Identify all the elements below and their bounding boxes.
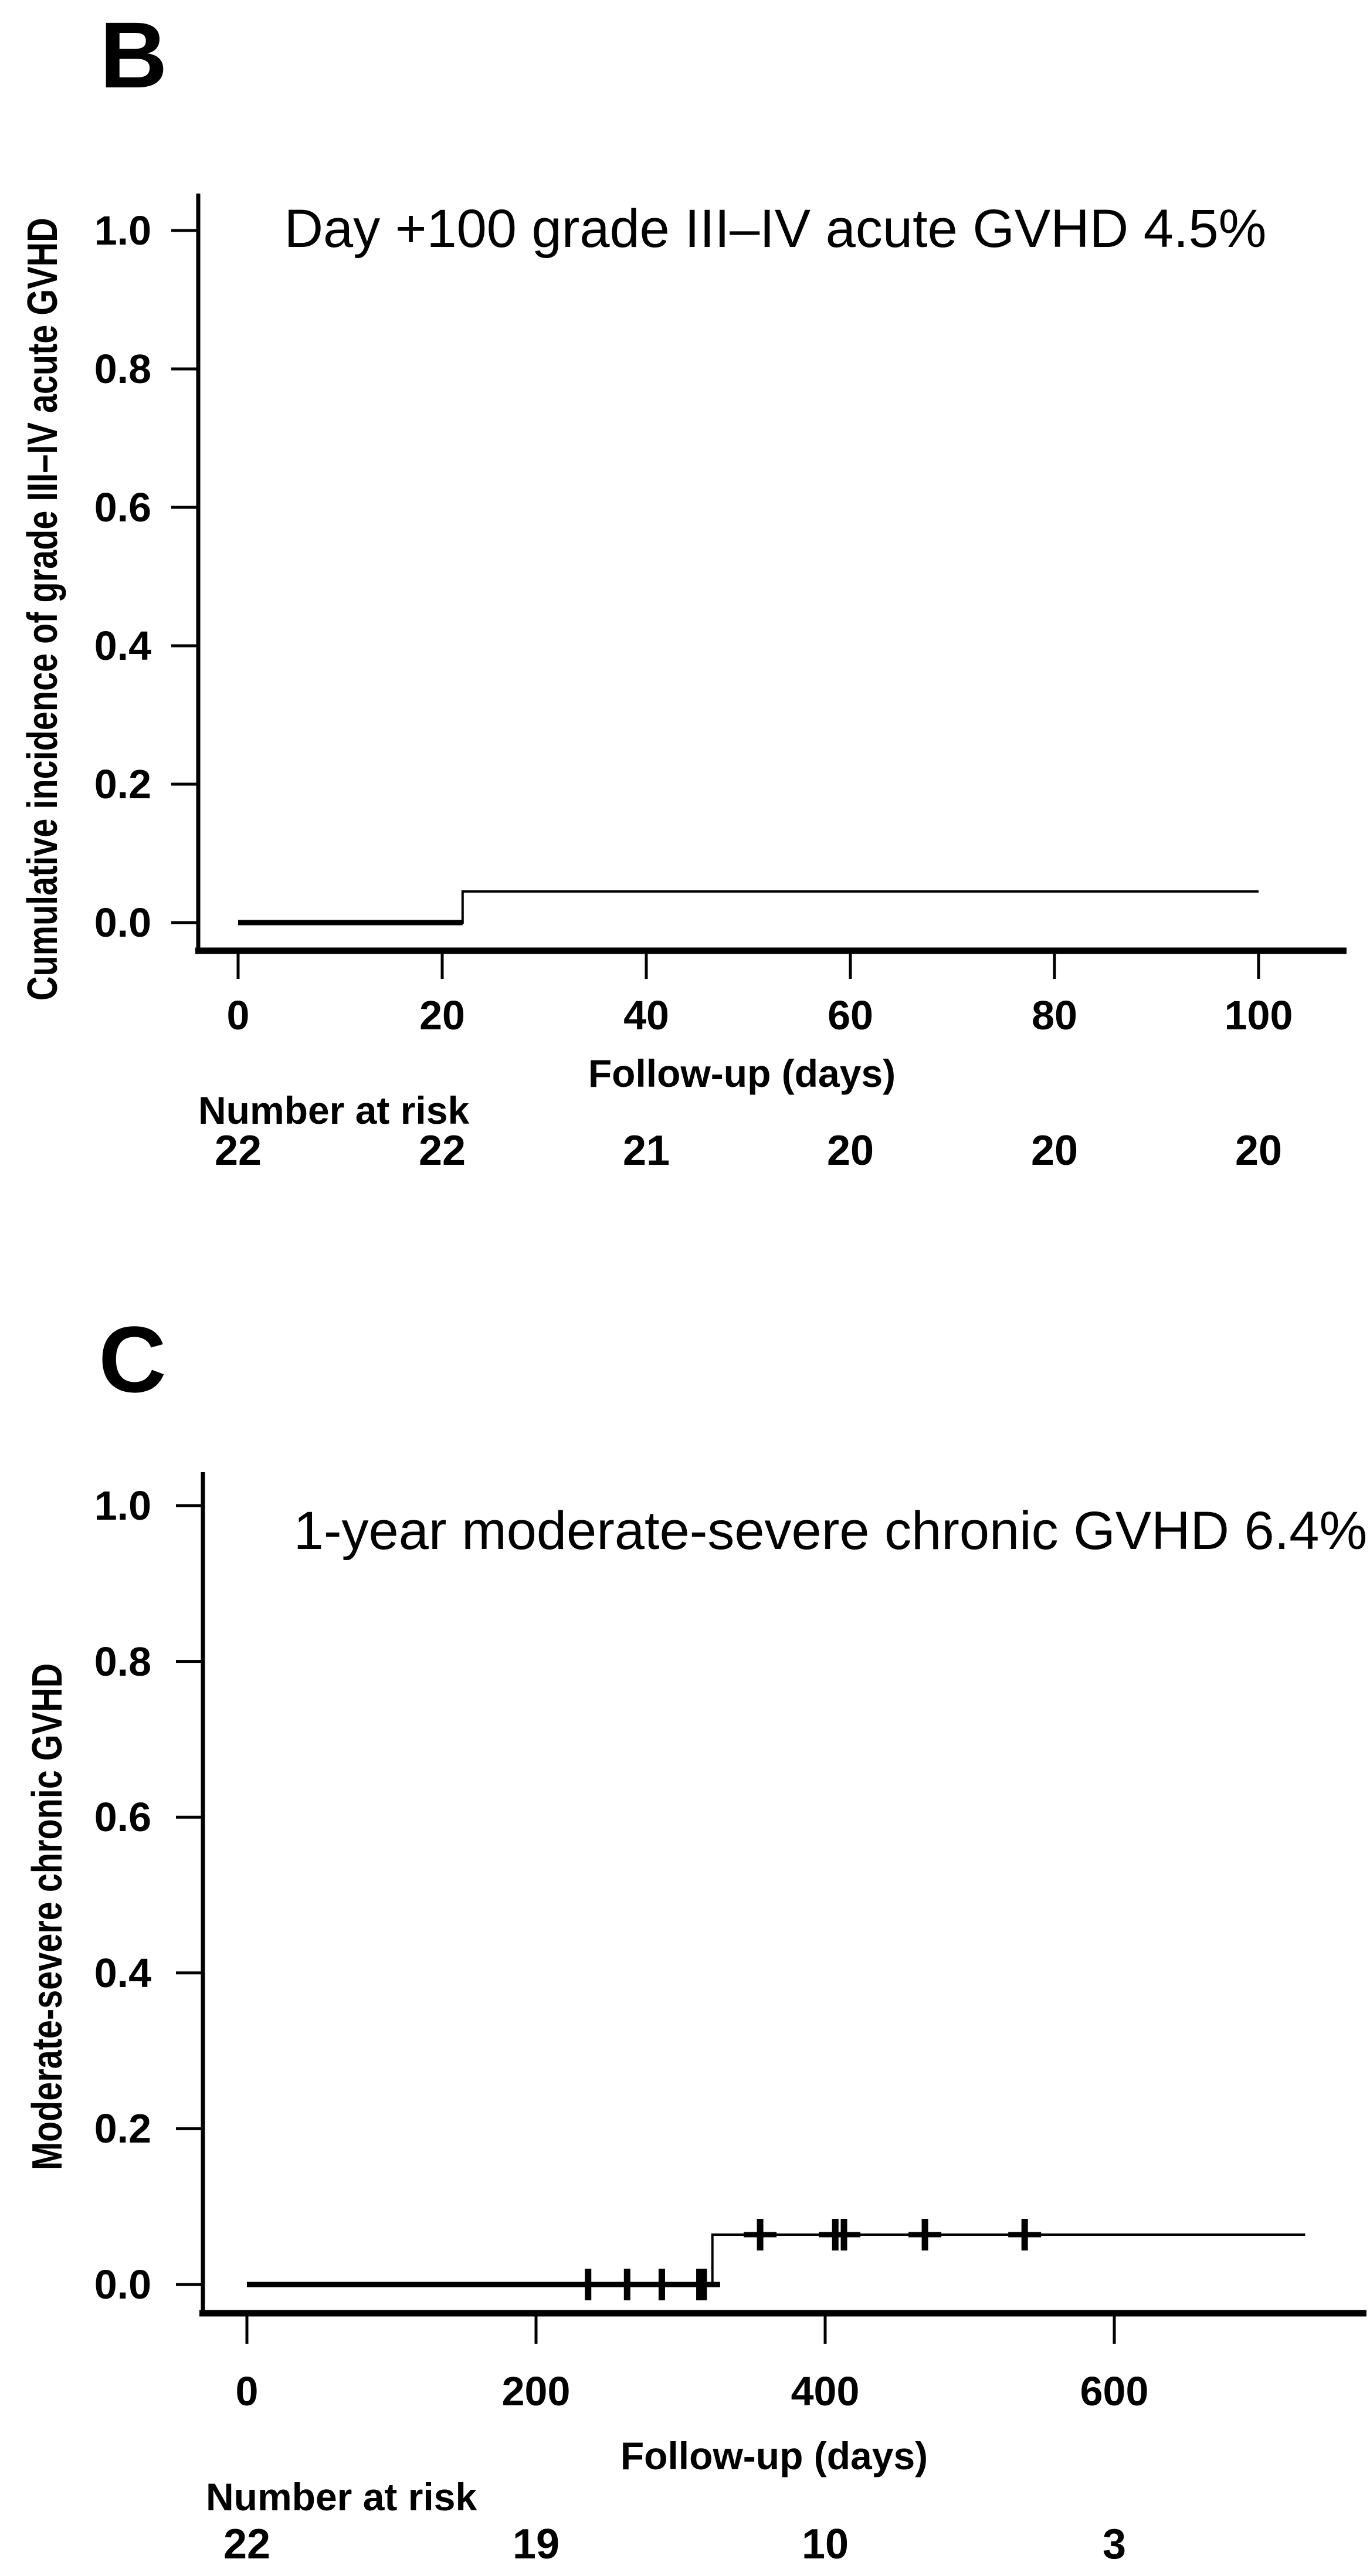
panel-c-plot [176, 1472, 1366, 2344]
panel-b-xtick-label: 60 [828, 992, 873, 1038]
panel-c-y-axis-title: Moderate-severe chronic GVHD [24, 1663, 71, 2170]
panel-b-xtick-label: 100 [1224, 992, 1293, 1038]
panel-b-risk-count: 22 [418, 1127, 466, 1174]
panel-c-letter: C [99, 1307, 167, 1412]
panel-b-ytick-label: 1.0 [94, 208, 151, 253]
panel-b-y-axis-title: Cumulative incidence of grade III–IV acu… [19, 218, 66, 1001]
panel-c-ytick-label: 0.8 [94, 1639, 151, 1684]
panel-c-number-at-risk-label: Number at risk [206, 2475, 477, 2519]
panel-c-ytick-label: 0.0 [94, 2262, 151, 2307]
panel-b-letter: B [100, 2, 168, 107]
panel-b-risk-count: 20 [1030, 1127, 1079, 1174]
panel-c-ytick-label: 0.4 [94, 1950, 151, 1996]
panel-b-xtick-label: 40 [623, 992, 669, 1038]
incidence-step-curve [238, 890, 1259, 924]
panel-b-ytick-label: 0.0 [94, 900, 151, 945]
panel-c-ytick-label: 1.0 [94, 1483, 151, 1528]
panel-b-xtick-label: 20 [419, 992, 465, 1038]
panel-c-xtick-label: 0 [235, 2368, 259, 2414]
panel-b-risk-count: 20 [1235, 1127, 1283, 1174]
panel-c-risk-count: 10 [801, 2521, 849, 2568]
panel-b-ytick-label: 0.8 [94, 346, 151, 392]
panel-b-xtick-label: 0 [226, 992, 250, 1038]
panel-b-risk-count: 20 [826, 1127, 874, 1174]
panel-c-ytick-label: 0.6 [94, 1794, 151, 1840]
panel-b-title: Day +100 grade III–IV acute GVHD 4.5% [284, 199, 1267, 259]
panel-c-risk-count: 19 [512, 2521, 560, 2568]
panel-c-xtick-label: 600 [1080, 2368, 1149, 2414]
panel-b-plot [171, 194, 1347, 979]
panel-b-number-at-risk-label: Number at risk [198, 1089, 470, 1132]
panel-c-xtick-label: 400 [791, 2368, 860, 2414]
panel-b-risk-count: 22 [214, 1127, 262, 1174]
panel-c-title: 1-year moderate-severe chronic GVHD 6.4% [293, 1501, 1368, 1561]
panel-b-ytick-label: 0.4 [94, 623, 151, 669]
panel-b-risk-count: 21 [622, 1127, 670, 1174]
incidence-step-curve [247, 2233, 1305, 2286]
panel-b-x-axis-title: Follow-up (days) [588, 1052, 896, 1095]
panel-c-risk-count: 3 [1102, 2521, 1127, 2568]
panel-c-xtick-label: 200 [501, 2368, 571, 2414]
panel-b-ytick-label: 0.6 [94, 484, 151, 530]
panel-b-xtick-label: 80 [1032, 992, 1077, 1038]
panel-c-x-axis-title: Follow-up (days) [620, 2434, 928, 2477]
panel-b-ytick-label: 0.2 [94, 761, 151, 807]
panel-c-risk-count: 22 [223, 2521, 271, 2568]
panel-c-ytick-label: 0.2 [94, 2106, 151, 2151]
